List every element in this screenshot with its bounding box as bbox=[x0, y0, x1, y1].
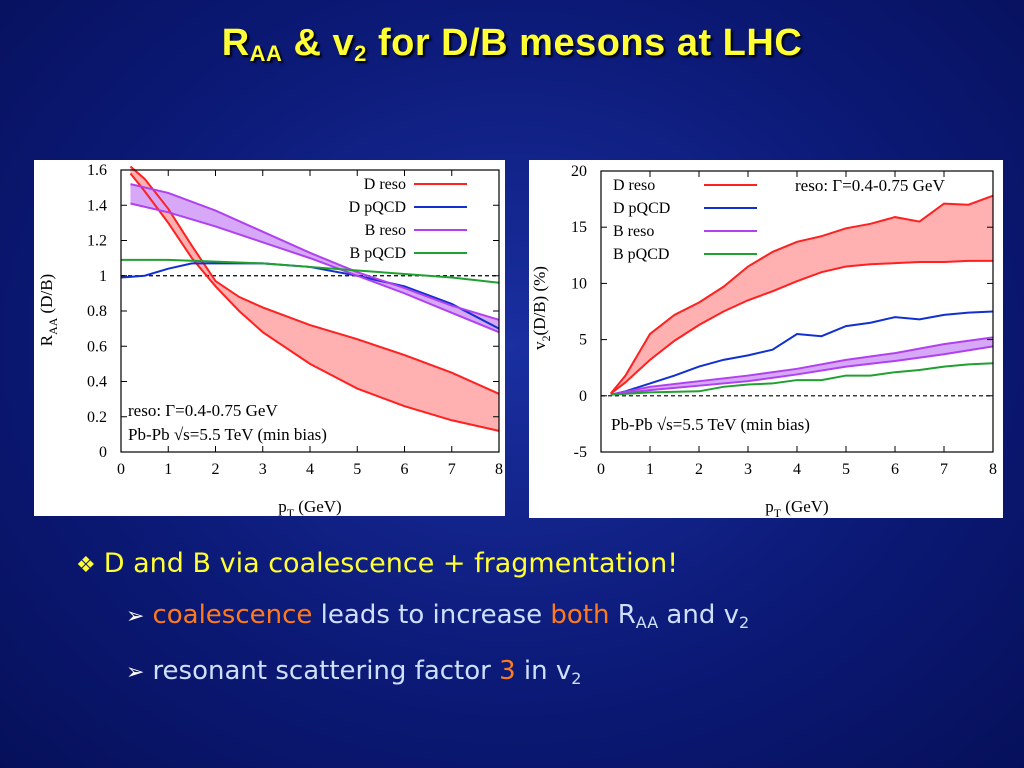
v2-ytick-label-1: 0 bbox=[579, 388, 587, 405]
v2-xtick-label-8: 8 bbox=[989, 461, 997, 478]
raa-ytick-label-6: 1.2 bbox=[87, 233, 107, 250]
raa-series-3-line bbox=[121, 258, 500, 284]
bullet-2-w5: and v bbox=[658, 600, 739, 630]
bullet-coalescence-increase: ➢ coalescence leads to increase both RAA … bbox=[126, 600, 749, 632]
raa-series-1-line bbox=[120, 262, 500, 330]
raa-legend-label-1: D pQCD bbox=[349, 199, 406, 216]
v2-xtick-label-7: 7 bbox=[940, 461, 948, 478]
raa-ytick-label-2: 0.4 bbox=[87, 374, 107, 391]
slide-title: RAA & v2 for D/B mesons at LHC bbox=[0, 22, 1024, 67]
raa-ytick-label-5: 1 bbox=[99, 268, 107, 285]
bullet-coalescence-fragmentation: ❖ D and B via coalescence + fragmentation… bbox=[76, 548, 678, 579]
raa-band-0 bbox=[130, 166, 499, 431]
v2-legend-label-1: D pQCD bbox=[613, 200, 670, 217]
v2-xtick-label-6: 6 bbox=[891, 461, 899, 478]
v2-ytick-label-4: 15 bbox=[571, 219, 587, 236]
v2-xlabel: pT (GeV) bbox=[765, 497, 828, 518]
bullet-2-w2: leads to increase bbox=[312, 600, 551, 630]
v2-xtick-label-0: 0 bbox=[597, 461, 605, 478]
v2-legend-label-3: B pQCD bbox=[613, 246, 669, 263]
title-mid: & v bbox=[282, 22, 355, 64]
raa-xtick-label-5: 5 bbox=[353, 461, 361, 478]
title-r: R bbox=[221, 22, 250, 64]
v2-ytick-label-0: -5 bbox=[574, 444, 587, 461]
v2-xtick-label-1: 1 bbox=[646, 461, 654, 478]
raa-series-2-lower bbox=[130, 202, 500, 334]
raa-xtick-label-3: 3 bbox=[259, 461, 267, 478]
raa-legend-label-0: D reso bbox=[364, 176, 406, 193]
raa-xtick-label-4: 4 bbox=[306, 461, 314, 478]
raa-annotation-1: Pb-Pb √s=5.5 TeV (min bias) bbox=[128, 425, 327, 444]
raa-ytick-label-7: 1.4 bbox=[87, 197, 107, 214]
v2-ylabel: v2(D/B) (%) bbox=[530, 266, 553, 350]
v2-annotation-1: Pb-Pb √s=5.5 TeV (min bias) bbox=[611, 415, 810, 434]
raa-ytick-label-4: 0.8 bbox=[87, 303, 107, 320]
raa-chart-panel: 0 1 2 3 4 5 6 7 8 0 0.2 0.4 0.6 0.8 1 1.2 1.4 1.6 pT (GeV)… bbox=[34, 160, 505, 516]
v2-series-0-upper bbox=[610, 194, 994, 395]
diamond-bullet-icon: ❖ bbox=[76, 553, 96, 578]
raa-xtick-label-6: 6 bbox=[401, 461, 409, 478]
bullet-2-w1: coalescence bbox=[152, 600, 313, 630]
v2-series-2-upper bbox=[610, 336, 994, 396]
raa-annotation-0: reso: Γ=0.4-0.75 GeV bbox=[128, 401, 278, 420]
raa-ytick-label-0: 0 bbox=[99, 444, 107, 461]
bullet-3-sub: 2 bbox=[571, 669, 582, 688]
v2-xtick-label-2: 2 bbox=[695, 461, 703, 478]
bullet-3-w2: 3 bbox=[499, 656, 516, 686]
raa-series-0-upper bbox=[129, 165, 500, 395]
raa-xlabel: pT (GeV) bbox=[278, 497, 341, 516]
raa-legend-label-2: B reso bbox=[365, 222, 406, 239]
v2-ytick-label-2: 5 bbox=[579, 332, 587, 349]
bullet-2-sub1: AA bbox=[635, 613, 659, 632]
raa-band-2 bbox=[130, 184, 499, 333]
raa-chart: 0 1 2 3 4 5 6 7 8 0 0.2 0.4 0.6 0.8 1 1.2 1.4 1.6 pT (GeV)… bbox=[37, 162, 503, 516]
bullet-2-w4: R bbox=[609, 600, 636, 630]
v2-legend-label-0: D reso bbox=[613, 177, 655, 194]
v2-chart-panel: 0 1 2 3 4 5 6 7 8 -5 0 5 10 15 20 pT (GeV) v2(D/B) (%) D … bbox=[529, 160, 1003, 518]
raa-ylabel: RAA (D/B) bbox=[37, 274, 60, 346]
v2-xtick-label-4: 4 bbox=[793, 461, 801, 478]
raa-series-2-upper bbox=[130, 183, 500, 321]
bullet-2-sub2: 2 bbox=[738, 613, 750, 632]
title-rest: for D/B mesons at LHC bbox=[366, 22, 803, 64]
bullet-resonant-scattering: ➢ resonant scattering factor 3 in v2 bbox=[126, 656, 581, 688]
bullet-3-w3: in v bbox=[515, 656, 572, 686]
title-sub-aa: AA bbox=[249, 41, 283, 66]
v2-xtick-label-5: 5 bbox=[842, 461, 850, 478]
v2-xtick-label-3: 3 bbox=[744, 461, 752, 478]
v2-series-2-lower bbox=[610, 345, 994, 396]
bullet-2-w3: both bbox=[550, 600, 610, 630]
raa-ytick-label-8: 1.6 bbox=[87, 162, 107, 179]
raa-xtick-label-7: 7 bbox=[448, 461, 456, 478]
v2-series-1-line bbox=[610, 310, 994, 396]
raa-legend-label-3: B pQCD bbox=[350, 245, 406, 262]
v2-series-0-lower bbox=[610, 259, 993, 395]
v2-chart: 0 1 2 3 4 5 6 7 8 -5 0 5 10 15 20 pT (GeV) v2(D/B) (%) D … bbox=[530, 163, 997, 518]
v2-ytick-label-5: 20 bbox=[571, 163, 587, 180]
arrow-bullet-icon: ➢ bbox=[126, 660, 145, 685]
v2-ytick-label-3: 10 bbox=[571, 275, 587, 292]
raa-xtick-label-0: 0 bbox=[117, 461, 125, 478]
raa-ytick-label-3: 0.6 bbox=[87, 338, 107, 355]
raa-xtick-label-8: 8 bbox=[495, 461, 503, 478]
title-sub-2: 2 bbox=[354, 41, 367, 66]
v2-annotation-0: reso: Γ=0.4-0.75 GeV bbox=[795, 176, 945, 195]
v2-legend-label-2: B reso bbox=[613, 223, 654, 240]
raa-ytick-label-1: 0.2 bbox=[87, 409, 107, 426]
bullet-3-w1: resonant scattering factor bbox=[152, 656, 500, 686]
raa-series-0-lower bbox=[129, 172, 500, 432]
raa-xtick-label-1: 1 bbox=[164, 461, 172, 478]
raa-xtick-label-2: 2 bbox=[212, 461, 220, 478]
v2-band-0 bbox=[610, 195, 993, 394]
bullet-1-text: D and B via coalescence + fragmentation! bbox=[103, 548, 679, 579]
v2-series-3-line bbox=[610, 362, 994, 396]
arrow-bullet-icon: ➢ bbox=[126, 604, 145, 629]
